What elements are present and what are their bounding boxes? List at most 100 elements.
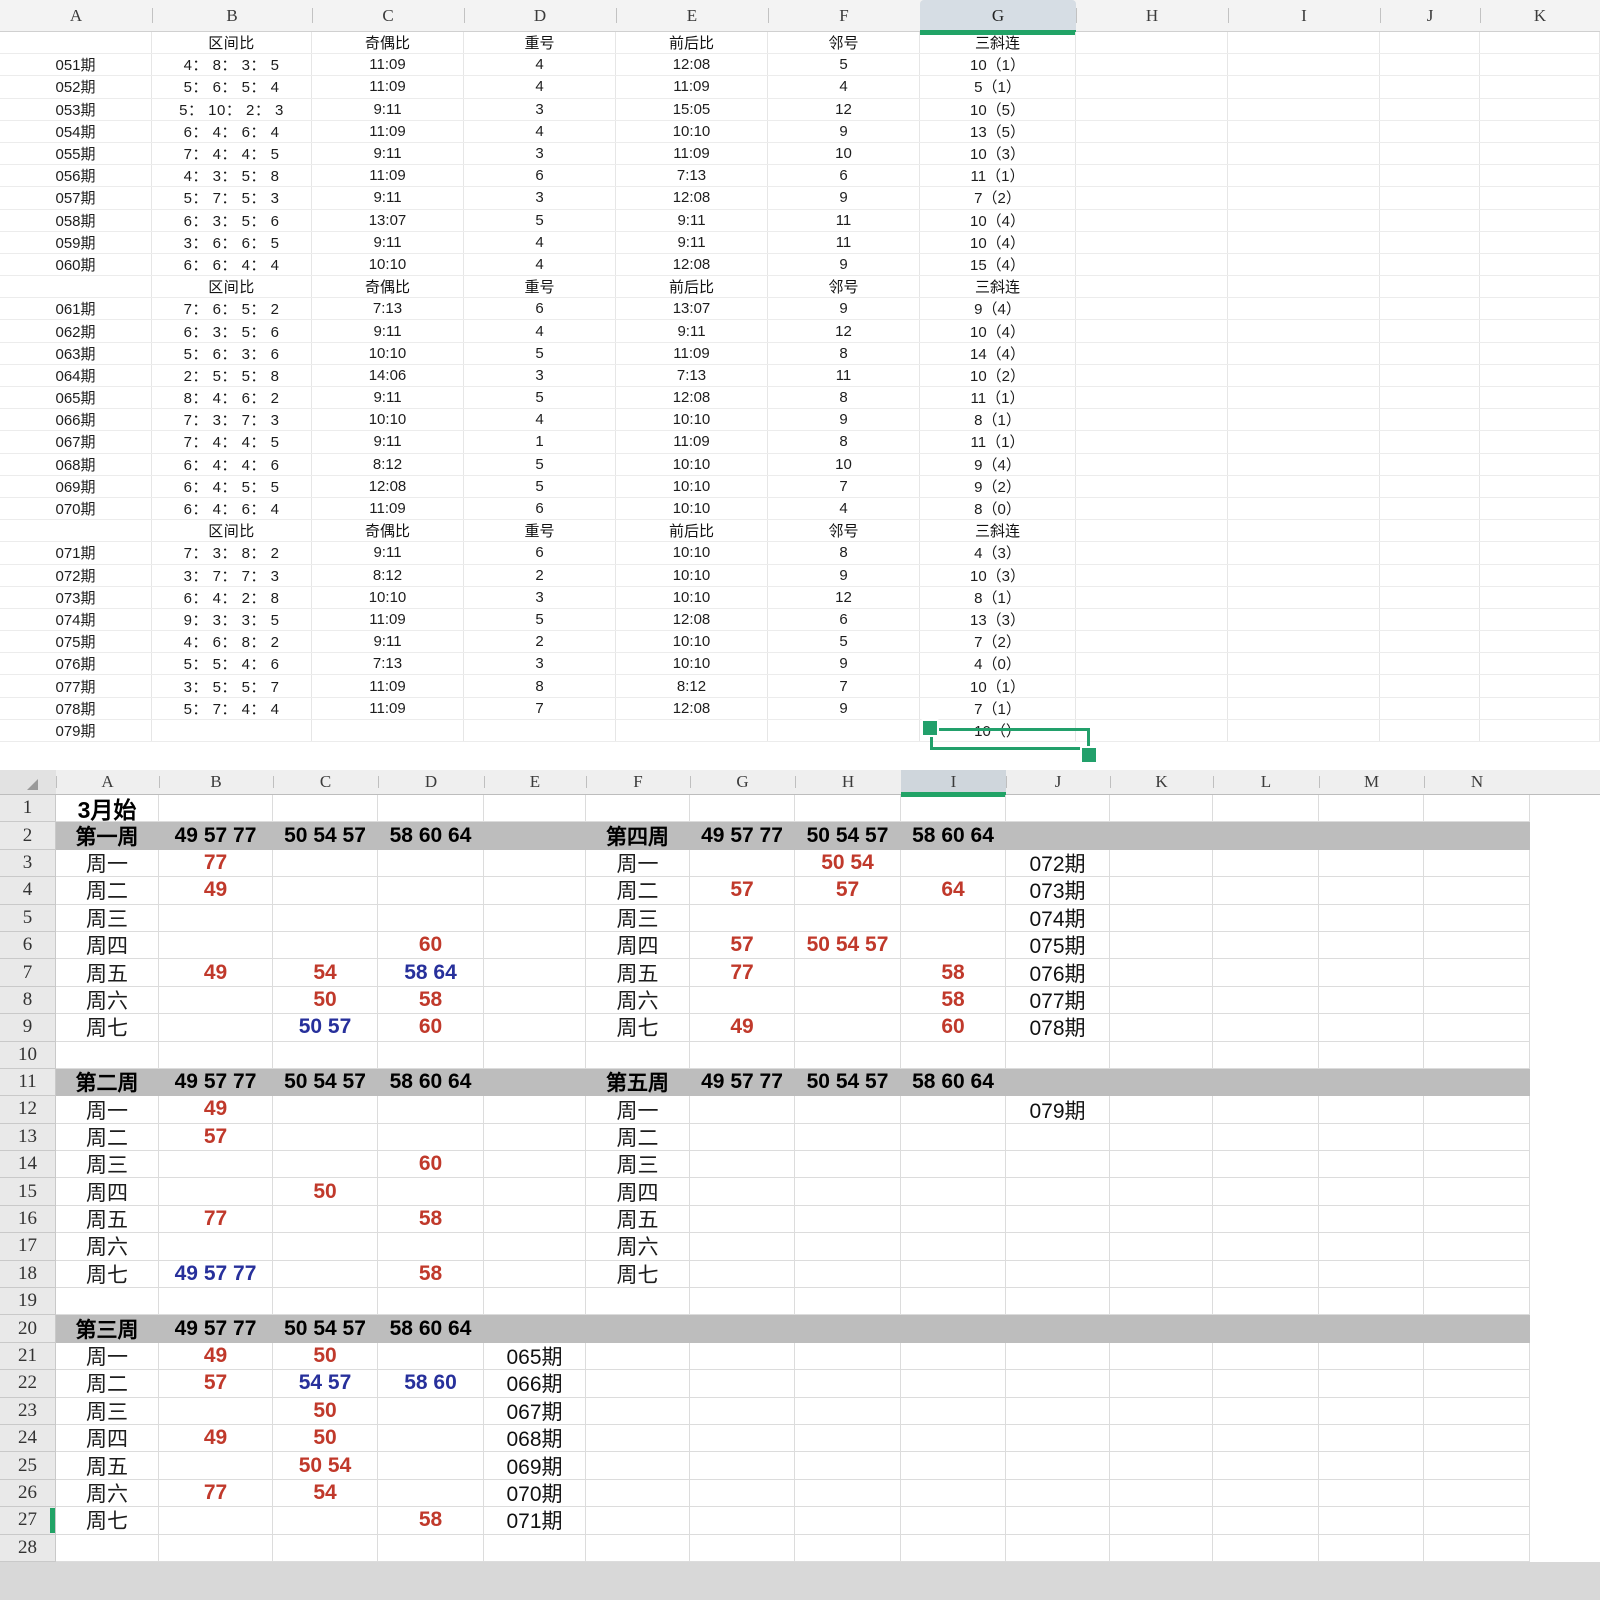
table-row[interactable]: 25 周五 50 54 069期 — [0, 1452, 1600, 1480]
row-header-13[interactable]: 13 — [0, 1123, 56, 1152]
cell-d[interactable]: 3 — [464, 98, 616, 120]
cell-e[interactable]: 前后比 — [616, 32, 768, 54]
cell-e21[interactable]: 065期 — [484, 1342, 586, 1371]
cell-d[interactable]: 2 — [464, 564, 616, 586]
cell-n2[interactable] — [1424, 822, 1530, 850]
cell-i12[interactable] — [901, 1096, 1006, 1124]
cell-k[interactable] — [1480, 431, 1600, 453]
cell-g[interactable]: 10（3） — [920, 142, 1076, 165]
cell-l21[interactable] — [1213, 1342, 1319, 1371]
cell-g5[interactable] — [690, 904, 795, 932]
cell-d[interactable]: 5 — [464, 342, 616, 364]
cell-b[interactable]: 3： 7： 7： 3 — [152, 564, 312, 586]
cell-e[interactable] — [616, 719, 768, 741]
cell-a[interactable]: 060期 — [0, 253, 152, 276]
cell-i1[interactable] — [901, 795, 1006, 823]
row-header-21[interactable]: 21 — [0, 1342, 56, 1371]
cell-j15[interactable] — [1006, 1178, 1110, 1206]
cell-l12[interactable] — [1213, 1096, 1319, 1124]
cell-n15[interactable] — [1424, 1178, 1530, 1206]
cell-m25[interactable] — [1319, 1452, 1424, 1480]
cell-h[interactable] — [1076, 675, 1228, 697]
row-header-19[interactable]: 19 — [0, 1288, 56, 1316]
cell-l18[interactable] — [1213, 1260, 1319, 1289]
top-data-row[interactable]: 071期 7： 3： 8： 2 9:11 6 10:10 8 4（3） — [0, 542, 1600, 565]
cell-a[interactable]: 054期 — [0, 120, 152, 142]
cell-g[interactable]: 5（1） — [920, 76, 1076, 98]
cell-n17[interactable] — [1424, 1233, 1530, 1261]
cell-n27[interactable] — [1424, 1507, 1530, 1535]
cell-i[interactable] — [1228, 98, 1380, 120]
cell-g[interactable]: 4（3） — [920, 542, 1076, 564]
cell-a21[interactable]: 周一 — [56, 1342, 159, 1371]
cell-j10[interactable] — [1006, 1041, 1110, 1069]
cell-b5[interactable] — [159, 904, 273, 932]
row-header-18[interactable]: 18 — [0, 1260, 56, 1289]
cell-j[interactable] — [1380, 342, 1480, 364]
cell-f28[interactable] — [586, 1534, 690, 1562]
cell-d[interactable]: 5 — [464, 608, 616, 631]
cell-e[interactable]: 10:10 — [616, 631, 768, 653]
cell-k[interactable] — [1480, 653, 1600, 675]
table-row[interactable]: 10 — [0, 1041, 1600, 1069]
table-row[interactable]: 23 周三 50 067期 — [0, 1397, 1600, 1425]
cell-m28[interactable] — [1319, 1534, 1424, 1562]
cell-j2[interactable] — [1006, 822, 1110, 850]
cell-h[interactable] — [1076, 76, 1228, 98]
cell-e7[interactable] — [484, 959, 586, 987]
cell-m2[interactable] — [1319, 822, 1424, 850]
cell-i[interactable] — [1228, 542, 1380, 564]
top-column-header-c[interactable]: C — [312, 0, 464, 31]
cell-n9[interactable] — [1424, 1014, 1530, 1042]
cell-b[interactable]: 区间比 — [152, 276, 312, 298]
cell-m6[interactable] — [1319, 931, 1424, 960]
top-data-row[interactable]: 060期 6： 6： 4： 4 10:10 4 12:08 9 15（4） — [0, 253, 1600, 277]
cell-b9[interactable] — [159, 1014, 273, 1042]
cell-d[interactable]: 4 — [464, 120, 616, 142]
cell-g14[interactable] — [690, 1151, 795, 1179]
cell-j[interactable] — [1380, 76, 1480, 98]
cell-d25[interactable] — [378, 1452, 484, 1480]
cell-a[interactable]: 074期 — [0, 608, 152, 631]
cell-f[interactable]: 5 — [768, 631, 920, 653]
cell-j[interactable] — [1380, 697, 1480, 719]
cell-l27[interactable] — [1213, 1507, 1319, 1535]
cell-k[interactable] — [1480, 98, 1600, 120]
row-header-2[interactable]: 2 — [0, 822, 56, 850]
cell-f[interactable]: 9 — [768, 120, 920, 142]
cell-m20[interactable] — [1319, 1315, 1424, 1343]
row-header-7[interactable]: 7 — [0, 959, 56, 987]
cell-d[interactable]: 6 — [464, 542, 616, 564]
cell-g3[interactable] — [690, 849, 795, 878]
cell-k[interactable] — [1480, 298, 1600, 320]
cell-c[interactable]: 13:07 — [312, 209, 464, 231]
cell-c[interactable]: 奇偶比 — [312, 520, 464, 542]
cell-j17[interactable] — [1006, 1233, 1110, 1261]
table-row[interactable]: 4 周二 49 周二 57 57 64 073期 — [0, 877, 1600, 905]
cell-h7[interactable] — [795, 959, 901, 987]
cell-i[interactable] — [1228, 475, 1380, 497]
cell-h[interactable] — [1076, 98, 1228, 120]
cell-d[interactable]: 4 — [464, 231, 616, 253]
cell-d10[interactable] — [378, 1041, 484, 1069]
cell-b12[interactable]: 49 — [159, 1096, 273, 1124]
cell-n4[interactable] — [1424, 877, 1530, 905]
cell-j[interactable] — [1380, 187, 1480, 209]
top-data-row[interactable]: 078期 5： 7： 4： 4 11:09 7 12:08 9 7（1） — [0, 697, 1600, 720]
cell-j[interactable] — [1380, 586, 1480, 608]
cell-g2[interactable]: 49 57 77 — [690, 822, 795, 850]
cell-h[interactable] — [1076, 342, 1228, 364]
cell-h10[interactable] — [795, 1041, 901, 1069]
cell-f[interactable]: 邻号 — [768, 32, 920, 54]
cell-m5[interactable] — [1319, 904, 1424, 932]
cell-g[interactable]: 三斜连 — [920, 520, 1076, 542]
cell-l28[interactable] — [1213, 1534, 1319, 1562]
cell-c[interactable]: 9:11 — [312, 142, 464, 165]
cell-f20[interactable] — [586, 1315, 690, 1343]
table-row[interactable]: 20 第三周 49 57 77 50 54 57 58 60 64 — [0, 1315, 1600, 1343]
cell-b16[interactable]: 77 — [159, 1205, 273, 1234]
cell-j16[interactable] — [1006, 1205, 1110, 1234]
cell-a[interactable]: 070期 — [0, 497, 152, 520]
cell-i[interactable] — [1228, 298, 1380, 320]
cell-a[interactable]: 073期 — [0, 586, 152, 608]
